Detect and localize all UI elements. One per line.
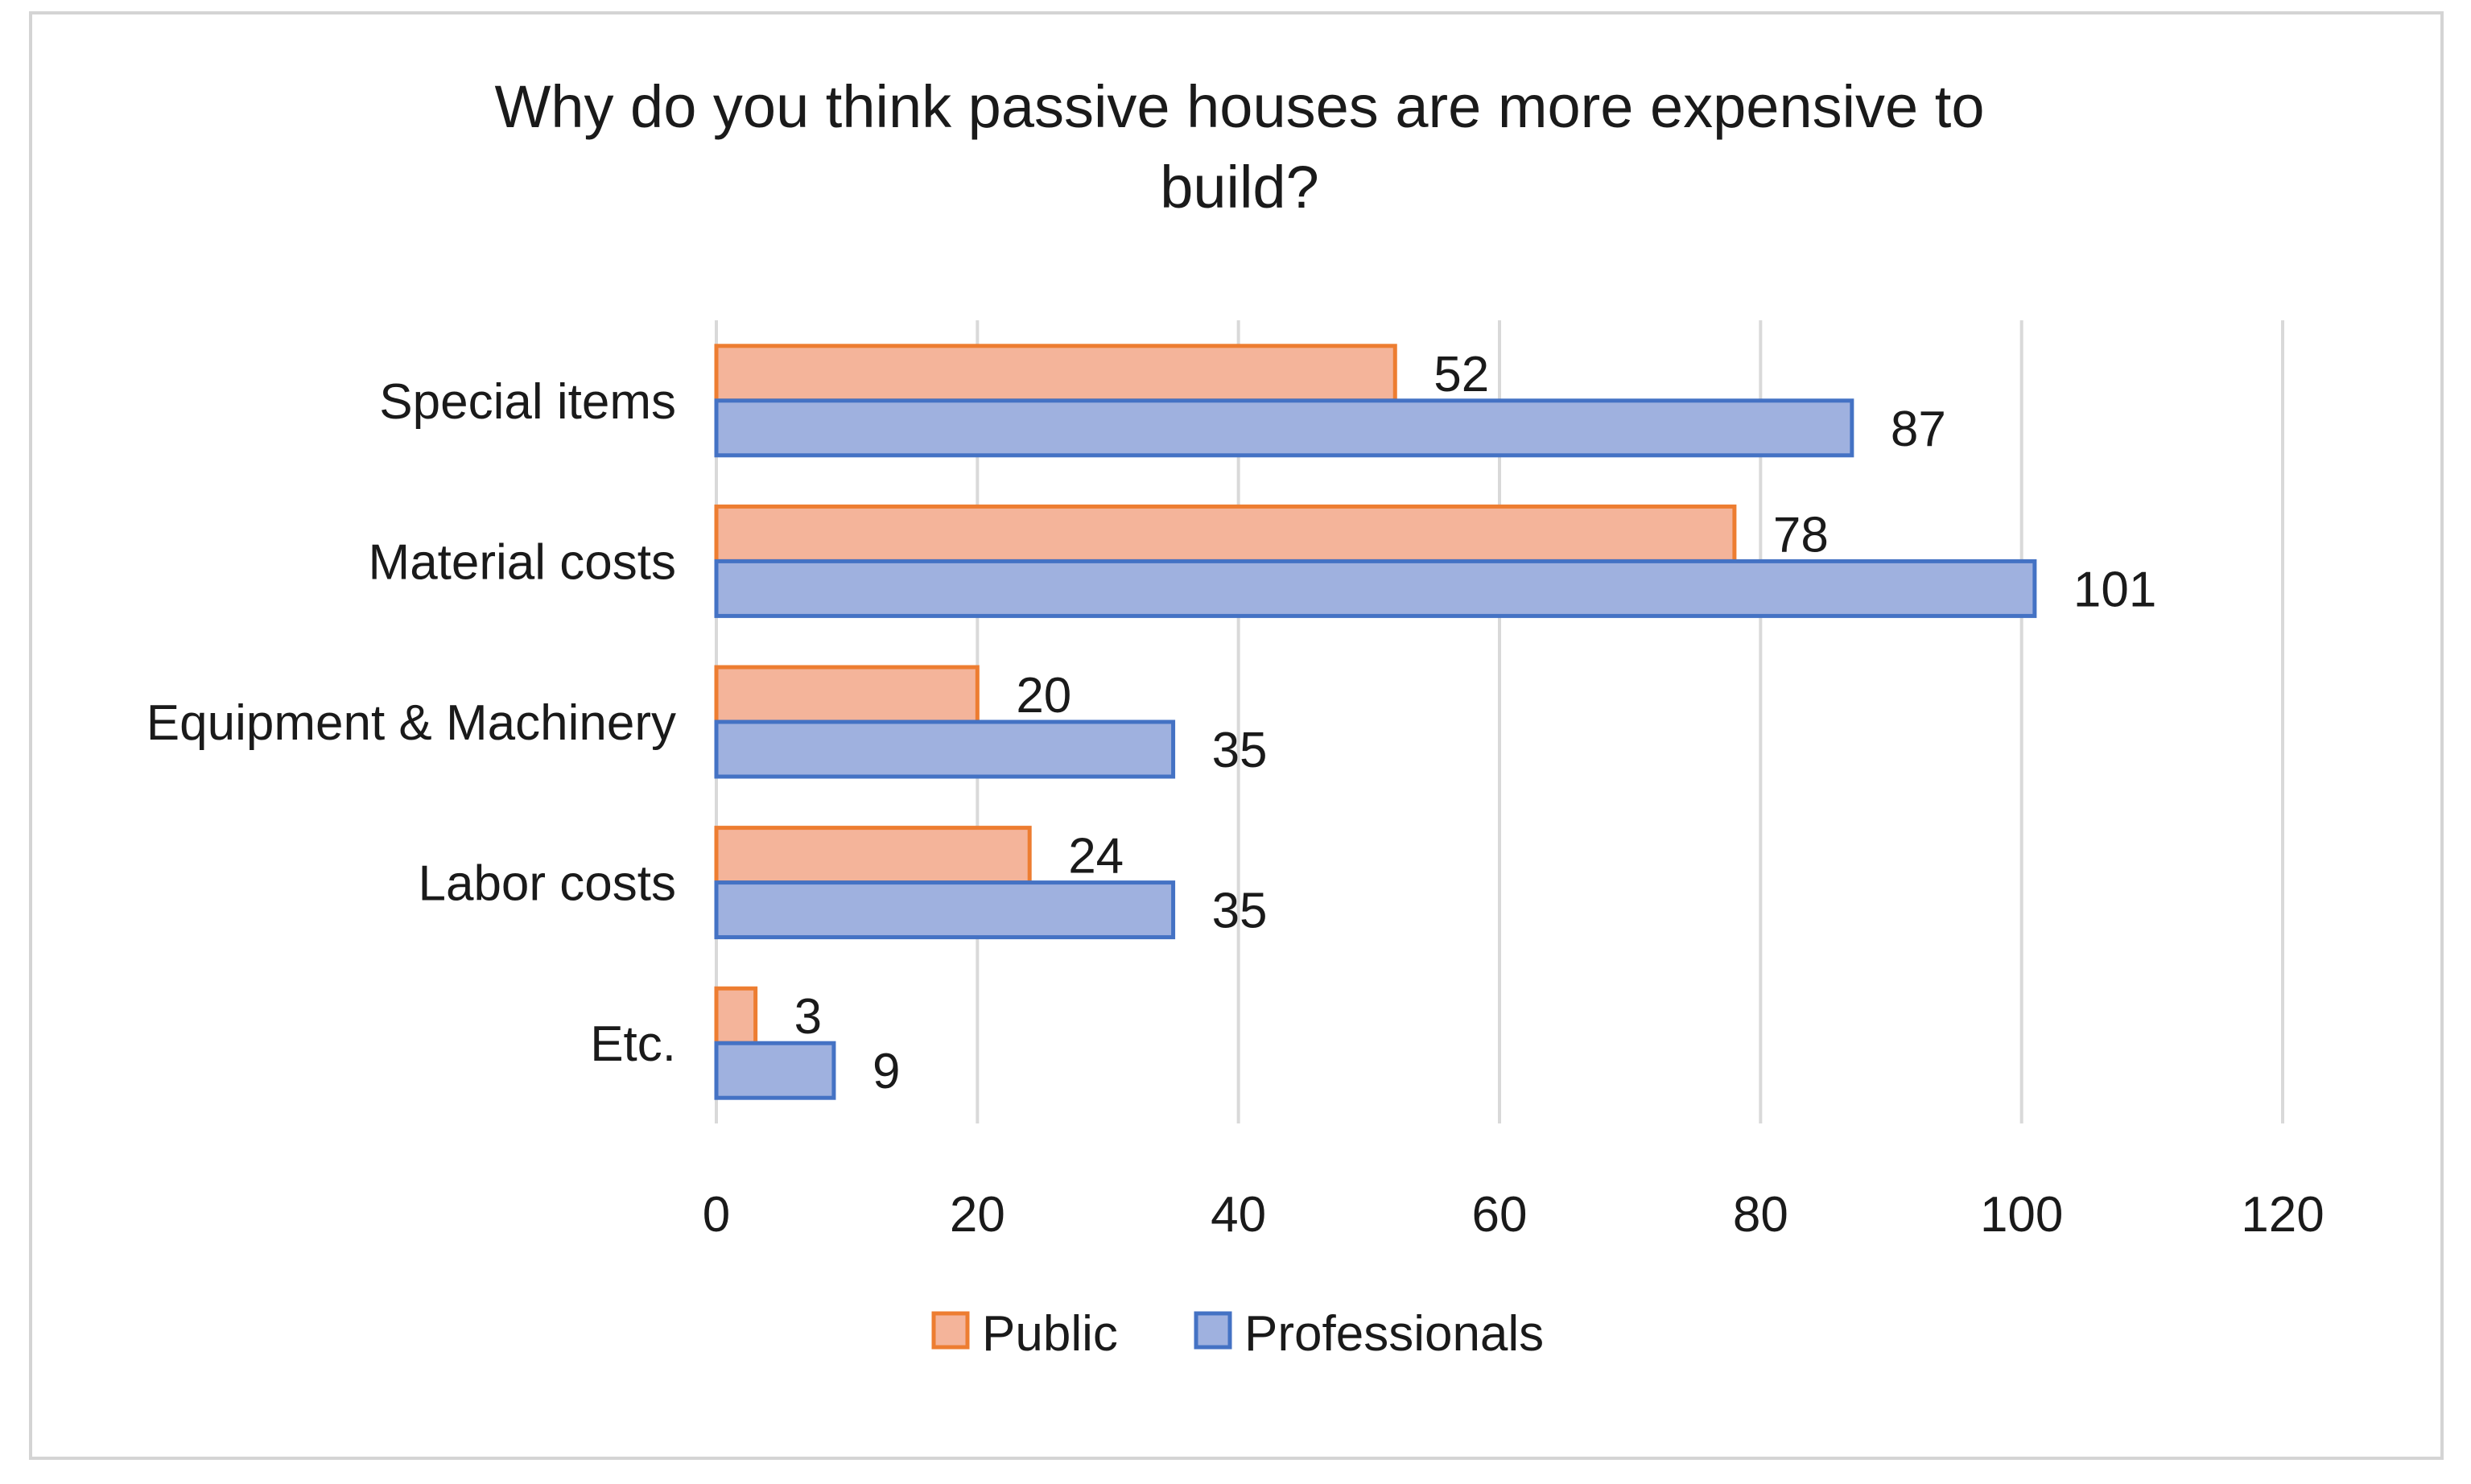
x-tick-label: 120 [2241,1187,2324,1243]
legend-label-public: Public [982,1306,1118,1362]
legend-label-professionals: Professionals [1244,1306,1544,1362]
x-tick-label: 40 [1211,1187,1266,1243]
x-tick-label: 60 [1472,1187,1528,1243]
x-axis-tick-labels: 0 20 40 60 80 100 120 [703,1187,2325,1243]
x-tick-label: 80 [1733,1187,1788,1243]
legend: Public Professionals [931,1306,1544,1362]
bar-public-3 [714,665,980,724]
bar-professionals-1 [714,398,1854,458]
bars: 52 87 78 101 20 35 24 35 39 [714,344,2156,1100]
data-label-professionals: 35 [1212,884,1268,939]
data-label-professionals: 101 [2073,562,2156,617]
x-tick-label: 0 [703,1187,730,1243]
category-label: Labor costs [418,856,676,912]
bar-professionals-2 [714,559,2037,618]
x-tick-label: 20 [950,1187,1005,1243]
data-label-professionals: 35 [1212,723,1268,778]
bar-public-5 [714,986,758,1045]
chart-canvas: Why do you think passive houses are more… [146,73,2325,1362]
chart-title: Why do you think passive houses are more… [495,73,1985,221]
x-tick-label: 100 [1980,1187,2063,1243]
legend-swatch-public [931,1311,970,1350]
category-label: Equipment & Machinery [146,695,676,751]
data-label-professionals: 87 [1891,402,1946,457]
bar-public-4 [714,826,1032,885]
chart-frame: Why do you think passive houses are more… [29,11,2444,1460]
category-label: Special items [379,374,676,430]
data-label-public: 20 [1016,668,1071,723]
data-label-public: 78 [1773,507,1829,563]
data-label-public: 52 [1434,347,1489,402]
data-label-public: 3 [794,989,822,1045]
chart-title-line-2: build? [1160,154,1319,221]
category-label: Material costs [369,534,676,590]
data-label-professionals: 9 [872,1044,900,1099]
bar-public-2 [714,504,1737,563]
category-labels: Special items Material costs Equipment & M… [146,374,676,1072]
bar-professionals-3 [714,719,1176,779]
category-label: Etc. [590,1016,676,1072]
bar-public-1 [714,344,1397,403]
chart-title-line-1: Why do you think passive houses are more… [495,73,1985,140]
data-label-public: 24 [1068,829,1124,884]
legend-swatch-professionals [1194,1311,1232,1350]
bar-professionals-4 [714,880,1176,940]
bar-professionals-5 [714,1041,836,1100]
